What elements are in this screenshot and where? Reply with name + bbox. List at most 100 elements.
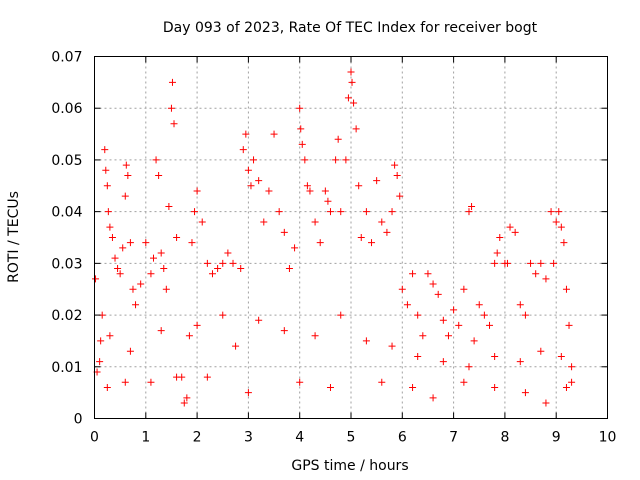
data-point: [208, 270, 216, 278]
data-point: [516, 301, 524, 309]
data-point: [532, 270, 540, 278]
data-point: [491, 383, 499, 391]
data-point: [391, 161, 399, 169]
data-point: [393, 171, 401, 179]
y-tick-label: 0.04: [51, 205, 82, 221]
data-point: [219, 311, 227, 319]
data-point: [542, 275, 550, 283]
y-tick-label: 0.07: [51, 50, 82, 66]
data-point: [562, 285, 570, 293]
data-point: [562, 383, 570, 391]
data-point: [316, 239, 324, 247]
data-point: [557, 352, 565, 360]
data-point: [352, 125, 360, 133]
data-point: [244, 166, 252, 174]
data-point: [122, 161, 130, 169]
data-point: [350, 99, 358, 107]
data-point: [555, 208, 563, 216]
x-tick-label: 10: [599, 430, 617, 446]
x-tick-label: 7: [449, 430, 458, 446]
data-point: [378, 218, 386, 226]
data-point: [121, 192, 129, 200]
data-point: [542, 399, 550, 407]
y-tick-label: 0.05: [51, 153, 82, 169]
data-point: [301, 156, 309, 164]
data-point: [237, 265, 245, 273]
data-point: [424, 270, 432, 278]
data-point: [229, 259, 237, 267]
data-point: [191, 208, 199, 216]
data-point: [255, 177, 263, 185]
data-point: [550, 259, 558, 267]
data-point: [527, 259, 535, 267]
data-point: [296, 378, 304, 386]
data-point: [183, 394, 191, 402]
data-point: [409, 270, 417, 278]
data-point: [491, 259, 499, 267]
data-point: [332, 156, 340, 164]
data-point: [521, 311, 529, 319]
data-point: [503, 259, 511, 267]
data-point: [157, 327, 165, 335]
data-point: [188, 239, 196, 247]
data-point: [244, 389, 252, 397]
data-point: [149, 254, 157, 262]
data-point: [368, 239, 376, 247]
data-point: [468, 202, 476, 210]
data-point: [396, 192, 404, 200]
data-point: [285, 265, 293, 273]
data-point: [303, 182, 311, 190]
data-point: [106, 223, 114, 231]
data-point: [152, 156, 160, 164]
data-point: [170, 120, 178, 128]
data-point: [106, 332, 114, 340]
data-point: [348, 78, 356, 86]
data-point: [103, 182, 111, 190]
data-point: [119, 244, 127, 252]
data-point: [147, 270, 155, 278]
data-point: [298, 140, 306, 148]
data-point: [357, 234, 365, 241]
data-point: [537, 347, 545, 355]
data-point: [383, 228, 391, 236]
data-point: [198, 218, 206, 226]
axis-ticks: 0 1 2 3 4 5 6 7 8 9 10 0 0.01 0.02 0.03 0.04 0.05 0.06 0.0…: [51, 50, 616, 446]
data-point: [496, 234, 504, 241]
data-point: [362, 337, 370, 345]
data-point: [557, 223, 565, 231]
data-point: [165, 202, 173, 210]
data-point: [306, 187, 314, 195]
data-point: [142, 239, 150, 247]
data-point: [101, 146, 109, 154]
data-point: [568, 378, 576, 386]
data-point: [291, 244, 299, 252]
data-point: [193, 187, 201, 195]
x-tick-label: 8: [500, 430, 509, 446]
data-point: [321, 187, 329, 195]
data-point: [250, 156, 258, 164]
data-point: [311, 332, 319, 340]
data-point: [132, 301, 140, 309]
data-point: [388, 342, 396, 350]
data-point: [434, 290, 442, 298]
data-point: [493, 249, 501, 257]
data-point: [403, 301, 411, 309]
data-point: [297, 125, 305, 133]
data-point: [116, 270, 124, 278]
data-point: [388, 208, 396, 216]
data-point: [124, 171, 132, 179]
data-point: [114, 265, 122, 273]
y-tick-label: 0.01: [51, 360, 82, 376]
data-point: [378, 378, 386, 386]
data-point: [247, 182, 255, 190]
data-point: [521, 389, 529, 397]
data-point: [203, 259, 211, 267]
data-point: [455, 321, 463, 329]
data-point: [103, 383, 111, 391]
data-point: [111, 254, 119, 262]
data-point: [185, 332, 193, 340]
data-point: [326, 383, 334, 391]
data-point: [355, 182, 363, 190]
data-point: [429, 280, 437, 288]
data-point: [450, 306, 458, 314]
